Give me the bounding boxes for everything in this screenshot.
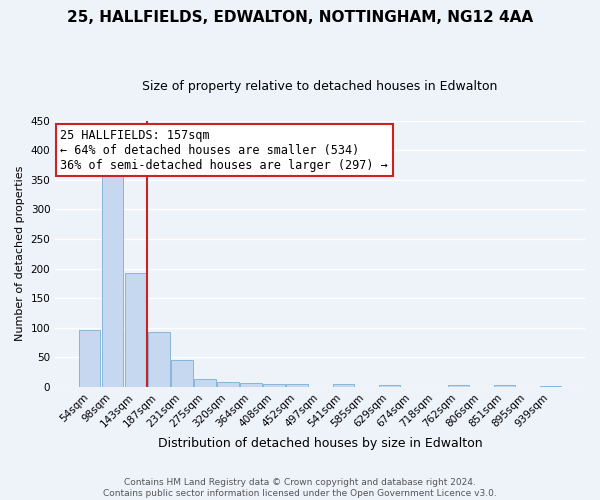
Bar [241, 383, 262, 387]
Bar [172, 360, 193, 387]
Title: Size of property relative to detached houses in Edwalton: Size of property relative to detached ho… [142, 80, 498, 93]
Bar [448, 385, 469, 387]
X-axis label: Distribution of detached houses by size in Edwalton: Distribution of detached houses by size … [158, 437, 482, 450]
Bar [286, 384, 308, 387]
Text: 25 HALLFIELDS: 157sqm
← 64% of detached houses are smaller (534)
36% of semi-det: 25 HALLFIELDS: 157sqm ← 64% of detached … [61, 128, 388, 172]
Bar [332, 384, 353, 387]
Bar [540, 386, 561, 387]
Bar [79, 330, 100, 387]
Bar [263, 384, 284, 387]
Bar [148, 332, 170, 387]
Bar [125, 272, 146, 387]
Bar [102, 172, 124, 387]
Bar [194, 378, 215, 387]
Bar [217, 382, 239, 387]
Text: Contains HM Land Registry data © Crown copyright and database right 2024.
Contai: Contains HM Land Registry data © Crown c… [103, 478, 497, 498]
Bar [494, 385, 515, 387]
Text: 25, HALLFIELDS, EDWALTON, NOTTINGHAM, NG12 4AA: 25, HALLFIELDS, EDWALTON, NOTTINGHAM, NG… [67, 10, 533, 25]
Y-axis label: Number of detached properties: Number of detached properties [15, 166, 25, 342]
Bar [379, 385, 400, 387]
